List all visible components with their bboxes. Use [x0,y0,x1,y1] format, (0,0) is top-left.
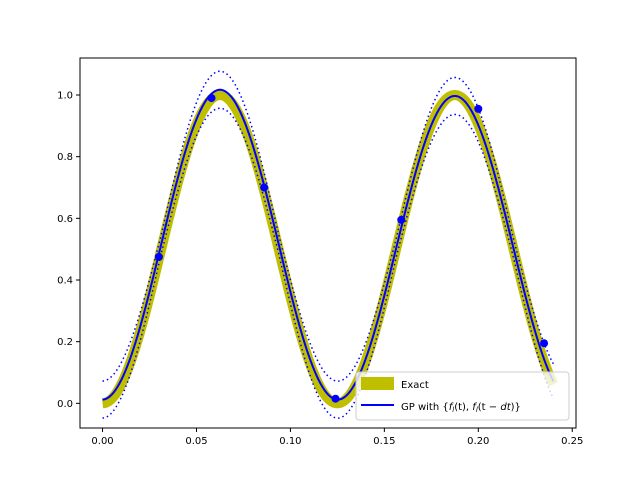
x-tick-label-0: 0.00 [91,436,113,447]
legend: Exact GP with {fl(t), fl(t − dt)} [355,371,570,421]
legend-gp-part-7: dt [500,402,511,413]
legend-exact-swatch [361,377,394,390]
legend-gp-part-3: (t), [454,402,472,413]
y-tick-label-2: 0.4 [57,276,73,287]
series-layer [99,70,558,419]
legend-gp-part-5: l [476,406,478,414]
legend-gp-part-6: (t − [478,402,501,413]
data-point-3 [331,394,340,403]
legend-gp-part-0: GP with { [401,402,449,413]
y-tick-label-3: 0.6 [57,214,73,225]
legend-gp-part-8: )} [511,402,521,413]
legend-gp-part-2: l [452,406,454,414]
data-point-2 [260,183,269,192]
y-tick-label-1: 0.2 [57,337,73,348]
data-point-4 [397,215,406,224]
y-tick-label-0: 0.0 [57,399,73,410]
x-tick-label-2: 0.10 [279,436,301,447]
x-tick-label-4: 0.20 [467,436,489,447]
legend-frame [355,371,570,421]
gp-mean-line [102,88,555,401]
data-point-1 [207,94,216,103]
y-tick-label-4: 0.8 [57,152,73,163]
x-tick-label-3: 0.15 [373,436,395,447]
x-tick-label-5: 0.25 [561,436,583,447]
axes-layer: 0.00 0.05 0.10 0.15 0.20 0.25 0.0 0.2 0.4 0.6 0.8 1… [57,57,583,447]
axes-frame [79,57,577,429]
legend-gp-label: GP with {fl(t), fl(t − dt)} [401,402,521,414]
data-point-5 [474,104,483,113]
y-tick-label-5: 1.0 [57,91,73,102]
legend-gp-part-4: f [472,402,477,413]
data-point-0 [154,252,163,261]
x-tick-label-1: 0.05 [185,436,207,447]
data-point-6 [540,339,549,348]
legend-gp-part-1: f [449,402,454,413]
legend-exact-label: Exact [401,380,429,391]
